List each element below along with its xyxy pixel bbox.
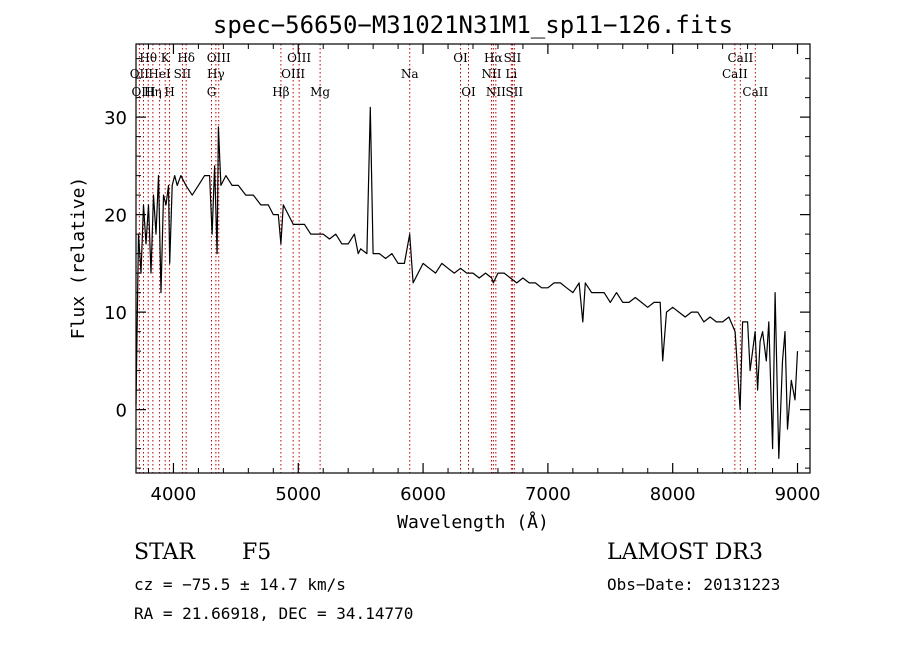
marker-label: SII [174,67,192,81]
marker-label: SII [504,51,522,65]
x-tick-label: 5000 [275,484,321,505]
marker-label: K [161,51,171,65]
marker-label: OIII [287,51,311,65]
marker-label: Li [505,67,517,81]
chart-title: spec−56650−M31021N31M1_sp11−126.fits [213,11,733,39]
marker-label: OI [453,51,468,65]
axis-ticks: 4000 5000 6000 7000 8000 9000 0 10 20 30 [104,44,820,505]
marker-label: CaII [722,67,748,81]
marker-label: Mg [310,85,330,99]
marker-label: NII [486,85,506,99]
marker-label: SII [505,85,523,99]
marker-label: NII [481,67,501,81]
marker-label: Na [401,67,419,81]
marker-label: OIII [207,51,231,65]
marker-label: OII [130,67,150,81]
object-class: STAR [134,540,195,565]
marker-label: HeI [148,67,171,81]
marker-label: OIII [131,85,155,99]
y-tick-label: 20 [104,206,127,227]
x-tick-label: 9000 [775,484,821,505]
plot-frame [135,43,811,474]
object-subclass: F5 [242,540,272,565]
x-axis-label: Wavelength (Å) [397,511,549,533]
spectrum-series-line [135,106,799,459]
x-tick-label: 6000 [400,484,446,505]
y-axis-label: Flux (relative) [68,177,89,340]
marker-label: Hα [484,51,503,65]
marker-label: Hβ [272,85,289,99]
marker-label: Hδ [177,51,195,65]
y-tick-label: 30 [104,108,127,129]
observation-date: Obs−Date: 20131223 [607,575,781,594]
marker-label: Hγ [207,67,225,81]
x-tick-label: 4000 [151,484,197,505]
emission-line-markers [138,44,756,473]
redshift-velocity: cz = −75.5 ± 14.7 km/s [134,575,346,594]
marker-label: G [207,85,217,99]
survey-name: LAMOST DR3 [607,540,763,565]
marker-label: Hθ [139,51,157,65]
x-tick-label: 8000 [650,484,696,505]
marker-label: Hη [144,85,162,99]
x-tick-label: 7000 [525,484,571,505]
marker-label: H [164,85,174,99]
marker-label: OI [461,85,476,99]
marker-label: CaII [742,85,768,99]
marker-label: CaII [727,51,753,65]
y-tick-label: 0 [116,401,127,422]
sky-coordinates: RA = 21.66918, DEC = 34.14770 [134,604,414,623]
marker-label: OIII [281,67,305,81]
y-tick-label: 10 [104,303,127,324]
